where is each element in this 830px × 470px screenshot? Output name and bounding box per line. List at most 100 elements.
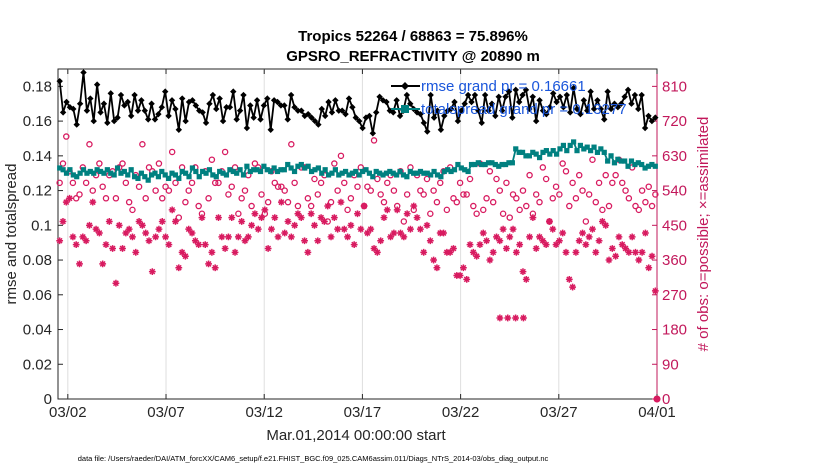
totalspread-point xyxy=(584,144,590,150)
rmse-point xyxy=(383,98,390,106)
rmse-point xyxy=(308,114,315,121)
possible-point xyxy=(175,214,183,221)
possible-point xyxy=(509,191,517,198)
assimilated-point xyxy=(112,279,120,287)
possible-point xyxy=(420,191,427,198)
totalspread-point xyxy=(274,168,281,175)
rmse-point xyxy=(430,114,438,121)
assimilated-point xyxy=(241,237,249,245)
possible-point xyxy=(304,195,312,202)
rmse-point xyxy=(117,91,125,99)
rmse-point xyxy=(648,117,656,125)
rmse-point xyxy=(495,93,502,100)
rmse-point xyxy=(607,105,615,113)
rmse-point xyxy=(311,117,319,125)
assimilated-point xyxy=(377,237,385,245)
possible-point xyxy=(182,198,189,206)
totalspread-point xyxy=(223,172,230,178)
assimilated-point xyxy=(370,245,378,252)
chart-title: Tropics 52264 / 68863 = 75.896% xyxy=(298,28,528,45)
rmse-point xyxy=(587,88,594,95)
possible-point xyxy=(384,179,391,187)
rmse-point xyxy=(315,121,322,128)
possible-point xyxy=(532,191,540,198)
possible-point xyxy=(585,191,593,198)
y2-tick-label: 810 xyxy=(662,78,687,95)
rmse-point xyxy=(328,109,336,116)
possible-point xyxy=(513,195,520,202)
assimilated-point xyxy=(102,241,110,249)
assimilated-point xyxy=(258,214,265,221)
possible-point xyxy=(347,195,355,202)
rmse-point xyxy=(104,119,111,127)
x-tick-label: 03/02 xyxy=(49,404,87,421)
rmse-point xyxy=(260,102,268,109)
totalspread-point xyxy=(564,148,570,154)
assimilated-point xyxy=(532,245,540,252)
possible-point xyxy=(572,195,580,202)
totalspread-point xyxy=(121,168,127,175)
possible-point xyxy=(473,210,480,217)
x-axis-label: Mar.01,2014 00:00:00 start xyxy=(266,427,446,444)
assimilated-point xyxy=(287,233,295,241)
assimilated-point xyxy=(69,233,77,241)
rmse-point xyxy=(498,107,506,114)
totalspread-point xyxy=(217,168,223,175)
totalspread-point xyxy=(581,146,587,152)
possible-point xyxy=(496,187,504,194)
assimilated-point xyxy=(115,221,123,229)
plot-area xyxy=(57,68,658,400)
possible-point xyxy=(162,183,169,190)
series-rmse xyxy=(56,69,659,137)
rmse-point xyxy=(393,97,400,104)
assimilated-point xyxy=(549,225,557,233)
rmse-point xyxy=(505,88,513,95)
assimilated-point xyxy=(129,233,136,241)
rmse-point xyxy=(93,81,101,88)
y-axis-right: 0 90 180 270 360 450 540 630 720 810 xyxy=(652,69,687,408)
totalspread-point xyxy=(479,161,485,168)
possible-point xyxy=(648,202,656,210)
assimilated-point xyxy=(413,214,421,221)
footnote: data file: /Users/raeder/DAI/ATM_forcXX/… xyxy=(78,454,549,463)
rmse-point xyxy=(332,97,339,104)
totalspread-point xyxy=(57,165,63,171)
assimilated-point xyxy=(407,225,414,233)
possible-point xyxy=(221,148,229,156)
possible-point xyxy=(241,187,249,194)
assimilated-point xyxy=(66,194,73,202)
assimilated-point xyxy=(364,229,371,237)
possible-point xyxy=(605,202,613,210)
rmse-point xyxy=(247,102,254,109)
assimilated-point xyxy=(304,248,312,256)
totalspread-point xyxy=(434,172,441,178)
possible-point xyxy=(423,175,431,183)
rmse-point xyxy=(560,104,567,111)
totalspread-point xyxy=(94,167,100,173)
y-axis-label: rmse and totalspread xyxy=(3,164,20,305)
totalspread-point xyxy=(319,170,325,176)
totalspread-point xyxy=(360,168,366,175)
totalspread-point xyxy=(128,167,134,173)
totalspread-point xyxy=(336,172,342,178)
assimilated-point xyxy=(628,233,636,241)
rmse-point xyxy=(580,97,588,104)
assimilated-point xyxy=(354,210,361,218)
rmse-point xyxy=(621,93,628,100)
assimilated-point xyxy=(615,233,623,241)
rmse-point xyxy=(376,93,383,100)
assimilated-point xyxy=(211,264,219,272)
legend-totalspread-label: totalspread grand pr = 0.13277 xyxy=(421,101,627,118)
totalspread-point xyxy=(526,153,532,159)
totalspread-point xyxy=(652,163,658,169)
totalspread-point xyxy=(458,165,464,171)
rmse-point xyxy=(90,117,97,125)
assimilated-point xyxy=(86,221,93,229)
totalspread-point xyxy=(159,168,165,175)
rmse-point xyxy=(468,98,475,106)
rmse-point xyxy=(420,119,428,127)
rmse-point xyxy=(287,91,295,99)
totalspread-point xyxy=(268,168,274,175)
totalspread-point xyxy=(213,174,219,180)
totalspread-point xyxy=(639,161,645,168)
